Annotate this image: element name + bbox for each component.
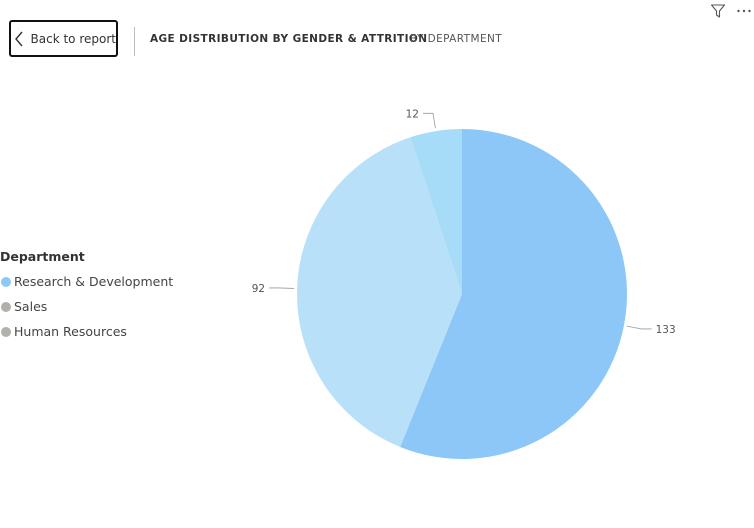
data-label-sales: 92 bbox=[252, 283, 265, 295]
back-to-report-button[interactable]: Back to report bbox=[9, 20, 118, 57]
pie-slice-sales[interactable] bbox=[297, 137, 462, 447]
legend-item-label: Sales bbox=[14, 299, 48, 314]
legend-item-human-resources[interactable]: Human Resources bbox=[0, 319, 173, 344]
legend-title: Department bbox=[0, 249, 85, 264]
visual-header-icons bbox=[710, 3, 752, 19]
legend-item-label: Human Resources bbox=[14, 324, 127, 339]
pie-slice-human-resources[interactable] bbox=[410, 129, 462, 294]
tab-by-department[interactable]: BY DEPARTMENT bbox=[410, 33, 503, 45]
legend-item-label: Research & Development bbox=[14, 274, 174, 289]
leader-line-research-and-development bbox=[626, 325, 652, 330]
data-label-research-and-development: 133 bbox=[656, 324, 676, 336]
legend-item-sales[interactable]: Sales bbox=[0, 294, 173, 319]
data-label-human-resources: 12 bbox=[406, 108, 419, 120]
legend-color-dot bbox=[1, 301, 11, 312]
legend-item-research-development[interactable]: Research & Development bbox=[0, 269, 173, 294]
pie-slice-research-and-development[interactable] bbox=[400, 129, 627, 459]
back-button-label: Back to report bbox=[30, 31, 116, 46]
legend-color-dot bbox=[1, 276, 11, 287]
tab-age-distribution[interactable]: AGE DISTRIBUTION BY GENDER & ATTRITION bbox=[150, 33, 428, 45]
chevron-left-icon bbox=[13, 29, 26, 49]
header-divider bbox=[134, 27, 135, 56]
leader-line-human-resources bbox=[423, 112, 436, 129]
legend-color-dot bbox=[1, 326, 11, 337]
chart-legend: Department Research & Development Sales … bbox=[0, 249, 173, 344]
filter-icon[interactable] bbox=[710, 3, 726, 19]
more-options-icon[interactable] bbox=[736, 3, 752, 19]
